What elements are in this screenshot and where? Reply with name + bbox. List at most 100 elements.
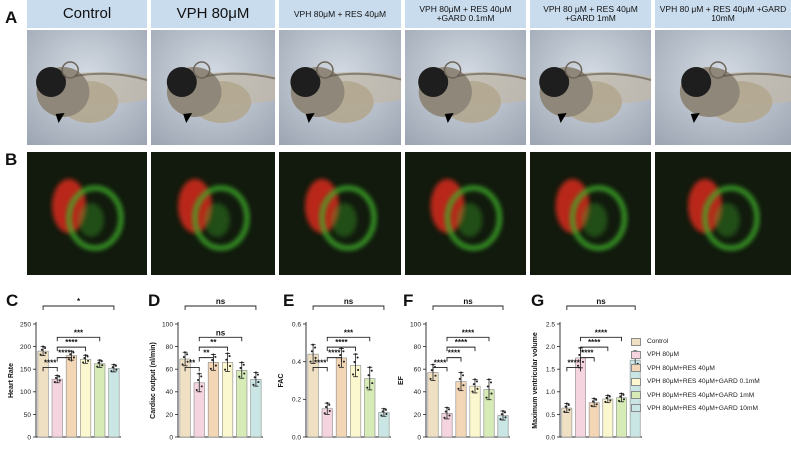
heart-fluorescence-image <box>27 152 147 275</box>
panel-label-f: F <box>403 291 413 310</box>
significance-label: **** <box>314 358 327 367</box>
data-point <box>69 353 72 356</box>
data-point <box>186 353 189 356</box>
data-point <box>257 381 260 384</box>
legend-label: VPH 80μM+RES 40μM+GARD 0.1mM <box>647 378 760 386</box>
bar <box>222 362 234 438</box>
data-point <box>434 374 437 377</box>
bar <box>616 397 627 438</box>
header-vph-res: VPH 80μM + RES 40μM <box>279 0 401 28</box>
data-point <box>84 354 87 357</box>
data-point <box>97 361 100 364</box>
bar <box>427 372 439 438</box>
significance-label: * <box>77 297 81 306</box>
data-point <box>198 372 201 375</box>
data-point <box>214 364 217 367</box>
significance-label: **** <box>335 338 348 347</box>
data-point <box>499 418 502 421</box>
data-point <box>326 402 329 405</box>
data-point <box>593 397 596 400</box>
data-point <box>112 363 115 366</box>
data-point <box>357 368 360 372</box>
data-point <box>83 356 86 360</box>
data-point <box>458 377 461 380</box>
bar <box>108 367 120 438</box>
legend-label: VPH 80μM+RES 40μM+GARD 10mM <box>647 404 758 412</box>
bar <box>364 378 376 438</box>
data-point <box>98 359 101 362</box>
data-point <box>620 392 623 395</box>
data-point <box>622 398 626 401</box>
data-point <box>579 346 582 350</box>
data-point <box>256 373 259 376</box>
data-point <box>200 375 203 378</box>
data-point <box>72 351 75 354</box>
data-point <box>595 398 598 401</box>
data-point <box>385 412 388 416</box>
significance-label: **** <box>328 349 341 358</box>
y-axis-label: Cardiac output (nl/min) <box>150 342 157 419</box>
data-point <box>489 381 493 384</box>
data-point <box>72 356 75 359</box>
data-point <box>337 364 340 367</box>
header-gard-01: VPH 80μM + RES 40μM +GARD 0.1mM <box>405 0 526 28</box>
data-point <box>500 413 503 416</box>
panel-label-d: D <box>148 291 160 310</box>
bar <box>236 370 248 438</box>
significance-bracket <box>42 366 58 372</box>
y-tick-label: 40 <box>166 389 174 396</box>
data-point <box>44 346 47 350</box>
data-point <box>472 383 475 386</box>
significance-label: **** <box>448 349 461 358</box>
significance-label: **** <box>455 338 468 347</box>
data-point <box>96 365 99 368</box>
legend-swatch <box>631 350 641 359</box>
data-point <box>310 350 313 353</box>
significance-label: ** <box>210 338 217 347</box>
data-point <box>252 383 255 386</box>
data-point <box>503 411 507 414</box>
data-point <box>312 343 315 346</box>
arrowhead-icon <box>55 113 65 123</box>
data-point <box>238 375 241 378</box>
bar <box>483 389 495 438</box>
data-point <box>253 376 256 379</box>
significance-bracket <box>312 305 385 310</box>
larva-image <box>279 30 401 145</box>
data-point <box>485 396 488 399</box>
bar <box>37 350 49 438</box>
bar <box>378 412 390 438</box>
data-point <box>429 377 432 380</box>
significance-bracket <box>580 336 622 342</box>
significance-bracket <box>580 346 609 352</box>
data-point <box>342 350 345 353</box>
legend-item: VPH 80μM+RES 40μM+GARD 0.1mM <box>631 375 791 388</box>
y-tick-label: 150 <box>20 367 31 374</box>
bar <box>497 415 509 438</box>
y-tick-label: 40 <box>414 389 422 396</box>
panel-label-g: G <box>531 291 544 310</box>
significance-bracket <box>56 336 101 342</box>
data-point <box>487 378 491 381</box>
y-tick-label: 0.4 <box>292 359 301 366</box>
data-point <box>581 360 585 363</box>
y-tick-label: 50 <box>24 412 32 419</box>
data-point <box>381 410 384 413</box>
data-point <box>58 375 61 378</box>
arrowhead-icon <box>690 113 700 123</box>
data-point <box>228 355 231 358</box>
arrowhead-icon <box>183 113 193 123</box>
bar <box>179 358 191 438</box>
data-point <box>56 374 59 377</box>
y-tick-label: 0.6 <box>292 321 301 328</box>
data-point <box>384 408 387 411</box>
arrowhead-icon <box>444 113 454 123</box>
data-point <box>490 392 493 395</box>
data-point <box>254 371 257 374</box>
data-point <box>224 368 227 371</box>
data-point <box>55 377 58 380</box>
data-point <box>67 358 70 361</box>
data-point <box>86 355 89 358</box>
